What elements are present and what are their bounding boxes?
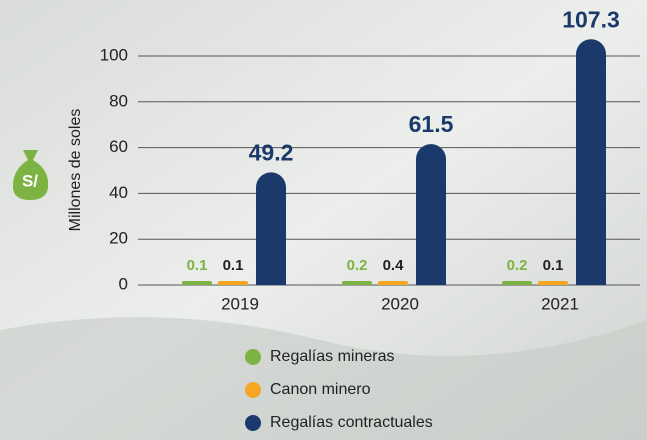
legend-label: Regalías mineras — [270, 348, 395, 365]
value-label: 0.2 — [347, 257, 368, 274]
y-axis-title: Millones de soles — [67, 109, 84, 232]
bar — [502, 281, 532, 285]
x-tick-label: 2019 — [221, 294, 259, 313]
value-label: 0.1 — [223, 257, 244, 274]
y-tick-label: 0 — [119, 274, 128, 293]
page: S/ Millones de soles 0 20 40 60 80 100 2019 0.1… — [0, 0, 647, 440]
bar — [218, 281, 248, 285]
money-label: S/ — [22, 171, 38, 190]
chart: S/ Millones de soles 0 20 40 60 80 100 2019 0.1… — [0, 0, 647, 440]
y-tick-label: 20 — [109, 229, 128, 248]
legend-marker — [245, 349, 261, 365]
bar — [256, 172, 286, 285]
value-label: 107.3 — [562, 6, 620, 32]
value-label: 49.2 — [249, 139, 294, 165]
x-tick-label: 2020 — [381, 294, 419, 313]
bar — [576, 39, 606, 285]
value-label: 0.2 — [507, 257, 528, 274]
value-label: 0.4 — [383, 257, 405, 274]
bar — [538, 281, 568, 285]
bar — [416, 144, 446, 285]
bar — [342, 281, 372, 285]
value-label: 0.1 — [187, 257, 208, 274]
y-tick-label: 100 — [100, 45, 128, 64]
x-tick-label: 2021 — [541, 294, 579, 313]
value-label: 61.5 — [409, 111, 454, 137]
y-tick-label: 40 — [109, 183, 128, 202]
y-tick-label: 60 — [109, 137, 128, 156]
y-tick-label: 80 — [109, 91, 128, 110]
bar — [378, 281, 408, 285]
legend-marker — [245, 415, 261, 431]
legend-marker — [245, 382, 261, 398]
bar — [182, 281, 212, 285]
legend-label: Canon minero — [270, 381, 371, 398]
legend-label: Regalías contractuales — [270, 414, 433, 431]
value-label: 0.1 — [543, 257, 564, 274]
